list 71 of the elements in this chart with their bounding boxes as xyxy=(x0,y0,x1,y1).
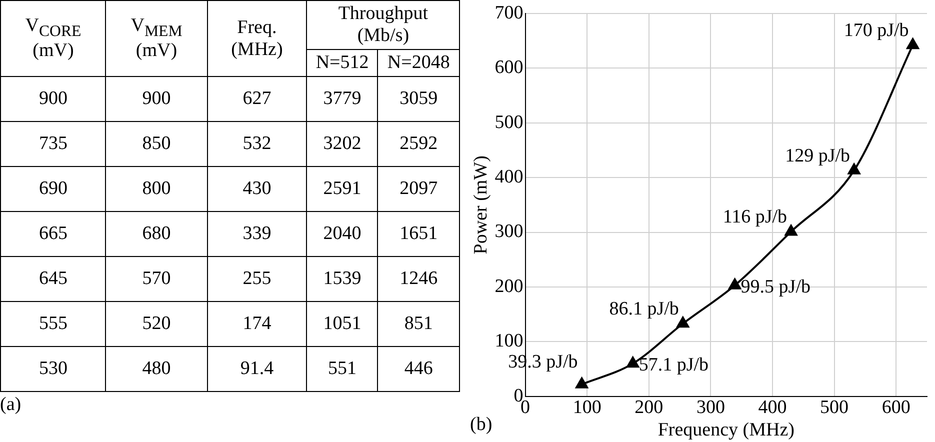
text: 551 xyxy=(306,346,378,392)
text: 800 xyxy=(106,166,208,212)
point xyxy=(906,38,919,50)
text: 1246 xyxy=(378,256,460,302)
point xyxy=(676,316,690,328)
text: 3059 xyxy=(378,76,460,122)
text: 850 xyxy=(106,122,208,166)
annotation: 129 pJ/b xyxy=(785,145,850,166)
category-label: N=2048 xyxy=(378,50,460,76)
x-tick-label: 200 xyxy=(634,396,664,418)
text: 2592 xyxy=(378,122,460,166)
y-tick-label: 600 xyxy=(494,57,524,78)
x-tick-label: 500 xyxy=(820,396,849,418)
category-label: Freq. (MHz) xyxy=(207,0,307,76)
x-tick-label: 100 xyxy=(572,396,602,418)
text: 530 xyxy=(0,346,106,392)
text: 3779 xyxy=(306,76,378,122)
text: 339 xyxy=(207,212,307,256)
text: 690 xyxy=(0,166,106,212)
text: 532 xyxy=(207,122,307,166)
text: 900 xyxy=(0,76,106,122)
text: 2097 xyxy=(378,166,460,212)
text: 851 xyxy=(378,302,460,346)
point xyxy=(728,278,741,290)
annotation: 116 pJ/b xyxy=(722,206,788,228)
text: 1539 xyxy=(306,256,378,302)
text: 1051 xyxy=(306,302,378,346)
text: 446 xyxy=(378,346,460,392)
category-label: N=512 xyxy=(306,50,378,76)
text: 91.4 xyxy=(207,346,307,392)
text: 570 xyxy=(106,256,208,302)
category-label: V$_{CORE}$ (mV) xyxy=(0,0,106,76)
point xyxy=(784,224,798,236)
text: 2591 xyxy=(306,166,378,212)
category-label: V$_{MEM}$ (mV) xyxy=(106,0,208,76)
text: 680 xyxy=(106,212,208,256)
y-tick-label: 400 xyxy=(494,166,524,188)
text: 480 xyxy=(106,346,208,392)
x-tick-label: 600 xyxy=(882,396,910,418)
annotation: 99.5 pJ/b xyxy=(740,276,810,298)
text: 645 xyxy=(0,256,106,302)
text: 555 xyxy=(0,302,106,346)
y-tick-label: 500 xyxy=(494,112,524,133)
y-tick-label: 700 xyxy=(494,2,524,24)
point xyxy=(626,356,640,368)
text: 1651 xyxy=(378,212,460,256)
annotation: 86.1 pJ/b xyxy=(609,298,679,320)
y-tick-label: 200 xyxy=(494,276,524,297)
text: 627 xyxy=(207,76,307,122)
point xyxy=(848,163,860,174)
annotation: 57.1 pJ/b xyxy=(638,354,709,376)
x-tick-label: 400 xyxy=(758,396,787,418)
text: (a) xyxy=(0,394,22,416)
y-tick-label: 100 xyxy=(494,330,524,352)
x-axis-title: Frequency (MHz) xyxy=(658,420,794,441)
y-tick-label: 300 xyxy=(494,221,524,242)
text: 665 xyxy=(0,212,106,256)
annotation: 170 pJ/b xyxy=(844,20,909,42)
text: 430 xyxy=(207,166,307,212)
text: 255 xyxy=(207,256,307,302)
text: 900 xyxy=(106,76,208,122)
text: 520 xyxy=(106,302,208,346)
x-tick-label: 300 xyxy=(696,396,725,418)
text: 735 xyxy=(0,122,106,166)
text: 2040 xyxy=(306,212,378,256)
text: 174 xyxy=(207,302,307,346)
text: 3202 xyxy=(306,122,378,166)
y-axis-title: Power (mW) xyxy=(470,156,492,254)
text: Throughput (Mb/s) xyxy=(306,0,460,50)
point xyxy=(576,377,588,388)
text: (b) xyxy=(470,414,492,436)
